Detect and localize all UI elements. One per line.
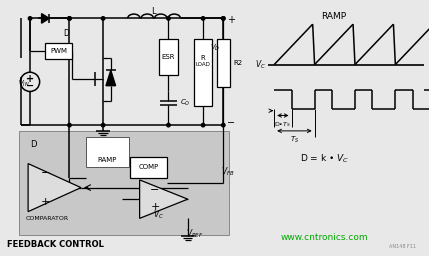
Circle shape	[28, 17, 32, 20]
Text: D = k • $V_C$: D = k • $V_C$	[300, 153, 349, 165]
Bar	[130, 157, 166, 178]
Text: D•$T_S$: D•$T_S$	[275, 120, 291, 129]
Text: PWM: PWM	[50, 48, 67, 54]
Text: R: R	[201, 55, 205, 61]
Text: www.cntronics.com: www.cntronics.com	[281, 233, 368, 242]
Text: −: −	[227, 118, 235, 128]
Text: AN148 F11: AN148 F11	[389, 244, 416, 249]
Text: +: +	[150, 202, 160, 212]
Bar	[159, 39, 178, 75]
Text: $V_{IN}$: $V_{IN}$	[18, 79, 29, 89]
Text: COMP: COMP	[138, 164, 158, 170]
Polygon shape	[106, 70, 115, 86]
Circle shape	[68, 17, 71, 20]
Text: $C_O$: $C_O$	[180, 98, 190, 108]
Circle shape	[101, 123, 105, 127]
Text: LOAD: LOAD	[196, 62, 211, 67]
Bar	[86, 137, 129, 167]
Circle shape	[201, 17, 205, 20]
Circle shape	[68, 123, 71, 127]
Circle shape	[68, 17, 71, 20]
Text: $V_{REF}$: $V_{REF}$	[186, 228, 203, 240]
Circle shape	[221, 17, 225, 20]
Text: +: +	[41, 197, 50, 207]
Text: D: D	[30, 140, 37, 149]
Text: $V_C$: $V_C$	[255, 58, 266, 71]
Polygon shape	[28, 164, 81, 212]
Text: R2: R2	[234, 60, 243, 66]
Text: −: −	[150, 185, 160, 195]
Circle shape	[201, 123, 205, 127]
Circle shape	[101, 17, 105, 20]
Text: $T_S$: $T_S$	[290, 134, 299, 145]
Text: RAMP: RAMP	[321, 12, 346, 21]
Text: +: +	[227, 15, 235, 25]
Text: −: −	[26, 81, 34, 91]
Text: COMPARATOR: COMPARATOR	[26, 216, 69, 221]
Polygon shape	[139, 180, 188, 218]
Circle shape	[221, 123, 225, 127]
Text: $V_{FB}$: $V_{FB}$	[221, 165, 235, 177]
Bar	[217, 39, 230, 87]
Bar	[19, 131, 229, 235]
Text: +: +	[26, 74, 34, 84]
Text: D: D	[63, 29, 69, 38]
Text: ESR: ESR	[162, 54, 175, 60]
Bar	[45, 44, 73, 59]
Text: FEEDBACK CONTROL: FEEDBACK CONTROL	[6, 240, 103, 249]
Text: $V_C$: $V_C$	[154, 208, 164, 221]
Text: $V_D$: $V_D$	[210, 43, 221, 53]
Polygon shape	[42, 14, 49, 23]
Text: L: L	[151, 7, 155, 16]
Bar	[194, 39, 212, 106]
Text: −: −	[41, 168, 50, 178]
Circle shape	[167, 123, 170, 127]
Circle shape	[167, 17, 170, 20]
Circle shape	[221, 17, 225, 20]
Text: RAMP: RAMP	[97, 157, 117, 163]
